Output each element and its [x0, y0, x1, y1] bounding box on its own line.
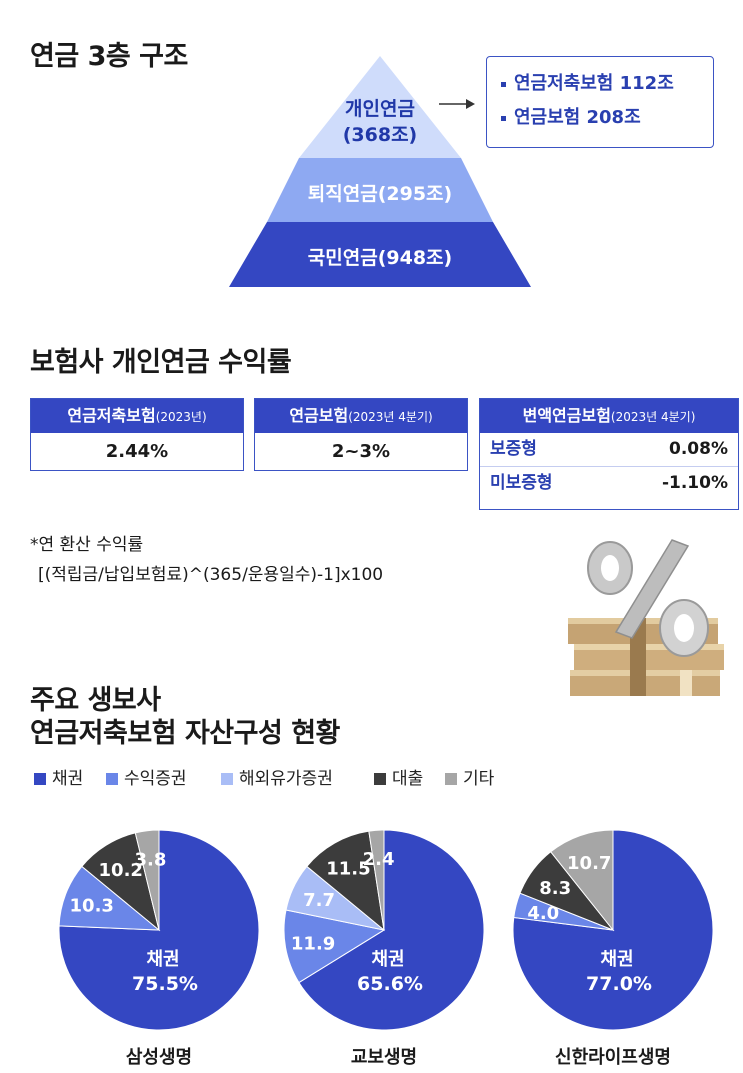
pie-slice [134, 829, 160, 931]
annualized-note: *연 환산 수익률 [30, 535, 144, 555]
slice-value-label: 3.8 [134, 850, 166, 871]
company-name: 신한라이프생명 [555, 1047, 671, 1068]
legend-item: 채권 [34, 764, 83, 789]
return-value: 2.44% [105, 441, 169, 462]
slice-value-label: 2.4 [363, 849, 395, 870]
callout-item: 연금보험 208조 [501, 101, 713, 135]
pyramid-top-line2: (368조) [342, 124, 418, 146]
legend-swatch [445, 773, 457, 785]
legend-label: 기타 [463, 769, 495, 789]
legend-item: 기타 [445, 764, 494, 789]
asset-composition-title-line1: 주요 생보사 [30, 685, 161, 716]
slice-value-label: 11.5 [326, 858, 370, 879]
pie-main-category: 채권 [600, 949, 633, 970]
pyramid-middle [267, 158, 493, 222]
pie-slice [368, 829, 385, 931]
asset-composition-title-line2: 연금저축보험 자산구성 현황 [30, 718, 340, 749]
legend-label: 해외유가증권 [239, 769, 333, 789]
returns-title: 보험사 개인연금 수익률 [30, 347, 292, 378]
pyramid-top [299, 56, 461, 158]
company-name: 삼성생명 [126, 1047, 192, 1068]
pie-slice [298, 829, 485, 1031]
return-box-header: 변액연금보험(2023년 4분기) [480, 399, 738, 433]
legend-label: 대출 [392, 769, 424, 789]
pyramid-middle-label: 퇴직연금(295조) [307, 183, 453, 205]
legend-item: 해외유가증권 [221, 764, 333, 789]
slice-value-label: 4.0 [527, 903, 559, 924]
formula-note: [(적립금/납입보험료)^(365/운용일수)-1]x100 [38, 565, 384, 585]
pyramid-top-line1: 개인연금 [345, 98, 415, 120]
legend-swatch [106, 773, 118, 785]
return-value: 2~3% [331, 441, 391, 462]
variable-row-non-guaranteed: 미보증형 -1.10% [490, 473, 728, 493]
pie-main-value: 75.5% [132, 973, 198, 995]
pyramid-top-label: 개인연금 (368조) [320, 96, 440, 148]
slice-value-label: 10.2 [99, 860, 143, 881]
pension-structure-title: 연금 3층 구조 [30, 41, 188, 72]
pension-pyramid [229, 56, 531, 287]
slice-value-label: 8.3 [539, 878, 571, 899]
legend-swatch [34, 773, 46, 785]
pie-main-value: 65.6% [357, 973, 423, 995]
bullet-square-icon [501, 115, 506, 121]
legend-swatch [374, 773, 386, 785]
pyramid-bottom [229, 222, 531, 287]
return-box-annuity-insurance: 연금보험(2023년 4분기) 2~3% [254, 398, 468, 471]
return-box-variable-annuity: 변액연금보험(2023년 4분기) 보증형 0.08% 미보증형 -1.10% [479, 398, 739, 510]
return-box-header: 연금저축보험(2023년) [31, 399, 243, 433]
variable-row-guaranteed: 보증형 0.08% [480, 433, 738, 467]
slice-value-label: 10.3 [70, 895, 114, 916]
pie-main-category: 채권 [146, 949, 179, 970]
legend-item: 수익증권 [106, 764, 187, 789]
return-box-annuity-savings: 연금저축보험(2023년) 2.44% [30, 398, 244, 471]
return-box-header: 연금보험(2023년 4분기) [255, 399, 467, 433]
callout-item: 연금저축보험 112조 [501, 67, 713, 101]
percent-sign-icon [587, 539, 709, 657]
legend-swatch [221, 773, 233, 785]
pie-main-value: 77.0% [586, 973, 652, 995]
arrow-head [466, 99, 475, 109]
personal-pension-callout: 연금저축보험 112조 연금보험 208조 [486, 56, 714, 148]
money-percent-icon [568, 539, 724, 696]
bullet-square-icon [501, 81, 506, 87]
pie-slice [306, 830, 385, 932]
company-name: 교보생명 [351, 1047, 417, 1068]
legend-label: 수익증권 [124, 769, 187, 789]
legend-label: 채권 [52, 769, 84, 789]
slice-value-label: 7.7 [303, 890, 335, 911]
pie-slice [550, 829, 614, 932]
legend-item: 대출 [374, 764, 423, 789]
pie-charts: 10.3 10.23.8 채권 75.5% 삼성생명 11.9 7.7 11.52.4 채권 65… [58, 829, 714, 1068]
pie-main-category: 채권 [371, 949, 404, 970]
pyramid-bottom-label: 국민연금(948조) [307, 247, 453, 269]
pie-slice [283, 909, 386, 984]
slice-value-label: 11.9 [291, 934, 335, 955]
slice-value-label: 10.7 [567, 853, 611, 874]
